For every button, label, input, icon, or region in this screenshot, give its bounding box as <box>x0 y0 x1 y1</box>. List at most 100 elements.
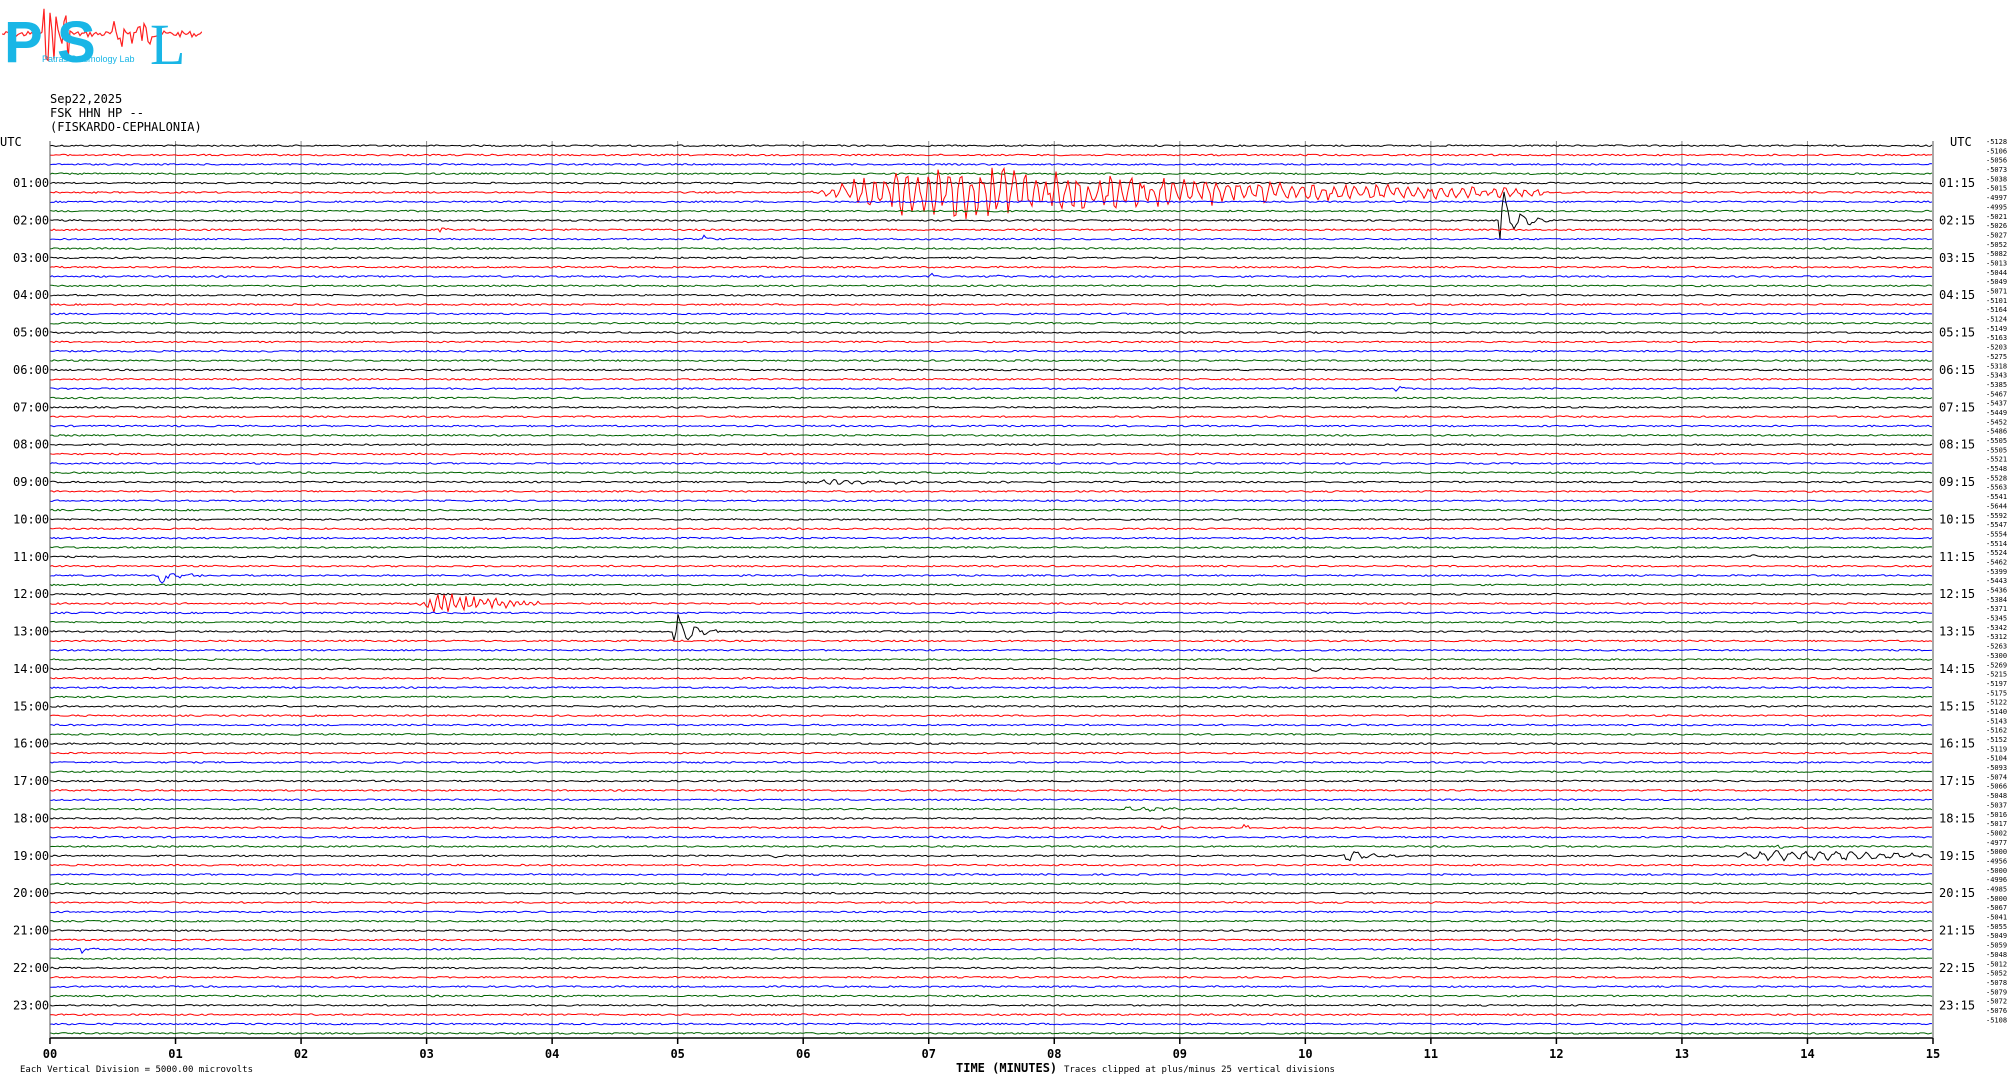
right-hour-label: 23:15 <box>1939 998 1975 1012</box>
trace-row <box>49 1031 1933 1035</box>
left-hour-label: 13:00 <box>13 625 49 639</box>
trace-row <box>49 620 1933 624</box>
x-tick-label: 12 <box>1549 1047 1563 1061</box>
right-hour-label: 11:15 <box>1939 550 1975 564</box>
trace-row <box>49 247 1933 250</box>
row-offset-label: -4997 <box>1986 194 2007 202</box>
trace-row <box>49 396 1933 400</box>
x-tick-label: 03 <box>419 1047 433 1061</box>
row-offset-label: -5467 <box>1986 390 2007 398</box>
x-tick-label: 05 <box>670 1047 684 1061</box>
row-offset-label: -5547 <box>1986 521 2007 529</box>
row-offset-label: -5449 <box>1986 409 2007 417</box>
trace-row <box>49 312 1933 316</box>
row-offset-label: -5119 <box>1986 745 2007 753</box>
row-offset-label: -5152 <box>1986 736 2007 744</box>
row-offset-label: -5067 <box>1986 904 2007 912</box>
trace-row <box>49 256 1933 260</box>
trace-row <box>49 798 1933 802</box>
left-hour-label: 21:00 <box>13 924 49 938</box>
row-offset-label: -5071 <box>1986 288 2007 296</box>
right-hour-label: 09:15 <box>1939 475 1975 489</box>
row-offset-label: -5437 <box>1986 400 2007 408</box>
right-hour-label: 07:15 <box>1939 400 1975 414</box>
trace-row <box>49 200 1933 204</box>
left-hour-label: 07:00 <box>13 400 49 414</box>
row-offset-label: -4995 <box>1986 203 2007 211</box>
row-offset-label: -5013 <box>1986 259 2007 267</box>
row-offset-label: -5000 <box>1986 848 2007 856</box>
right-hour-label: 12:15 <box>1939 587 1975 601</box>
trace-row <box>49 191 1933 240</box>
right-hour-label: 14:15 <box>1939 662 1975 676</box>
trace-row <box>49 714 1933 718</box>
left-hour-label: 09:00 <box>13 475 49 489</box>
trace-row <box>49 293 1933 297</box>
right-hour-label: 03:15 <box>1939 251 1975 265</box>
left-hour-label: 11:00 <box>13 550 49 564</box>
row-offset-label: -5021 <box>1986 213 2007 221</box>
trace-row <box>49 162 1933 166</box>
row-offset-label: -5312 <box>1986 633 2007 641</box>
left-axis-title: UTC <box>0 135 22 149</box>
row-offset-label: -5041 <box>1986 914 2007 922</box>
left-hour-label: 04:00 <box>13 288 49 302</box>
row-offset-label: -5015 <box>1986 185 2007 193</box>
row-offset-label: -5076 <box>1986 1007 2007 1015</box>
row-offset-label: -5528 <box>1986 474 2007 482</box>
trace-row <box>49 1022 1933 1026</box>
row-offset-label: -5162 <box>1986 727 2007 735</box>
x-tick-label: 00 <box>43 1047 57 1061</box>
trace-row <box>49 873 1932 876</box>
row-offset-label: -5106 <box>1986 147 2007 155</box>
row-offset-label: -5048 <box>1986 951 2007 959</box>
trace-row <box>49 676 1933 680</box>
row-offset-label: -5436 <box>1986 587 2007 595</box>
trace-row <box>49 452 1933 456</box>
row-offset-label: -5521 <box>1986 456 2007 464</box>
trace-row <box>49 573 1933 584</box>
row-offset-label: -5215 <box>1986 671 2007 679</box>
row-offset-label: -5486 <box>1986 428 2007 436</box>
row-offset-label: -5108 <box>1986 1016 2007 1024</box>
trace-row <box>49 508 1933 512</box>
x-tick-label: 11 <box>1424 1047 1438 1061</box>
right-hour-label: 01:15 <box>1939 176 1975 190</box>
trace-row <box>49 667 1933 673</box>
trace-row <box>49 770 1933 774</box>
trace-row <box>49 554 1933 559</box>
trace-row <box>49 849 1933 862</box>
left-hour-label: 17:00 <box>13 774 49 788</box>
row-offset-label: -5122 <box>1986 699 2007 707</box>
right-hour-label: 13:15 <box>1939 625 1975 639</box>
trace-row <box>49 272 1933 278</box>
left-hour-label: 16:00 <box>13 737 49 751</box>
left-hour-label: 06:00 <box>13 363 49 377</box>
row-offset-label: -5055 <box>1986 923 2007 931</box>
trace-row <box>49 461 1933 465</box>
x-tick-label: 02 <box>294 1047 308 1061</box>
trace-row <box>49 806 1933 812</box>
trace-row <box>49 817 1932 820</box>
x-tick-label: 07 <box>922 1047 936 1061</box>
trace-row <box>49 947 1933 955</box>
trace-row <box>49 593 1933 613</box>
row-offset-label: -5541 <box>1986 493 2007 501</box>
trace-row <box>49 957 1933 961</box>
row-offset-label: -5384 <box>1986 596 2007 604</box>
station-site: (FISKARDO-CEPHALONIA) <box>50 120 202 134</box>
row-offset-label: -5452 <box>1986 418 2007 426</box>
right-hour-label: 18:15 <box>1939 811 1975 825</box>
row-offset-label: -4985 <box>1986 886 2007 894</box>
trace-row <box>49 284 1933 288</box>
row-offset-labels: -5128-5106 -5056-5073-5038 -5015-4997-4995… <box>1986 138 2007 1024</box>
trace-row <box>49 489 1933 493</box>
row-offset-label: -5079 <box>1986 988 2007 996</box>
trace-row <box>50 340 1933 344</box>
trace-row <box>49 975 1933 979</box>
x-tick-label: 01 <box>168 1047 182 1061</box>
row-offset-label: -5143 <box>1986 717 2007 725</box>
trace-row <box>49 742 1933 746</box>
row-offset-label: -5175 <box>1986 689 2007 697</box>
